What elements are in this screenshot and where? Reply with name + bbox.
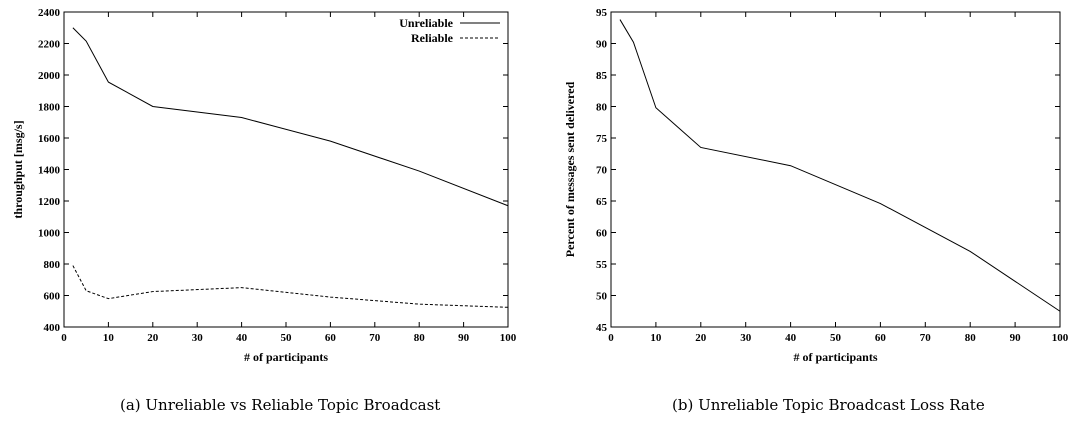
x-tick-label: 10 [103, 332, 115, 344]
legend-label: Reliable [411, 31, 454, 45]
y-tick-label: 70 [596, 165, 608, 177]
y-tick-label: 2200 [38, 39, 61, 51]
x-tick-label: 40 [236, 332, 248, 344]
x-tick-label: 90 [458, 332, 470, 344]
y-tick-label: 1000 [38, 228, 61, 240]
x-tick-label: 10 [650, 332, 662, 344]
y-tick-label: 75 [596, 133, 608, 145]
y-tick-label: 800 [44, 259, 61, 271]
x-tick-label: 50 [830, 332, 842, 344]
y-tick-label: 400 [44, 322, 61, 334]
y-tick-label: 1800 [38, 102, 61, 114]
x-tick-label: 50 [281, 332, 293, 344]
x-tick-label: 0 [61, 332, 67, 344]
plot-frame [63, 11, 509, 328]
x-tick-label: 30 [192, 332, 204, 344]
y-tick-label: 1200 [38, 196, 61, 208]
legend-label: Unreliable [399, 16, 453, 30]
x-tick-label: 60 [325, 332, 337, 344]
x-tick-label: 70 [920, 332, 932, 344]
y-tick-label: 2000 [38, 70, 61, 82]
x-tick-label: 100 [1052, 332, 1069, 344]
x-tick-label: 20 [695, 332, 707, 344]
y-tick-label: 60 [596, 228, 608, 240]
y-tick-label: 45 [596, 322, 608, 334]
x-tick-label: 80 [414, 332, 426, 344]
y-axis-label: throughput [msg/s] [11, 120, 25, 218]
x-axis-label: # of participants [244, 350, 328, 364]
y-tick-label: 95 [596, 7, 608, 19]
chart-loss-rate: 0 10 20 30 40 50 60 70 80 90 100 45 50 55 60 65 70 75 80 85… [563, 7, 1069, 364]
y-tick-label: 1400 [38, 165, 61, 177]
x-tick-label: 100 [500, 332, 517, 344]
series-line-0 [619, 19, 1061, 312]
caption-b: (b) Unreliable Topic Broadcast Loss Rate [672, 396, 985, 414]
x-tick-label: 60 [875, 332, 887, 344]
x-tick-label: 70 [369, 332, 381, 344]
x-tick-label: 40 [785, 332, 797, 344]
chart-throughput: 0 10 20 30 40 50 60 70 80 90 100 400 600 800 1000 1200 1… [11, 7, 517, 364]
y-tick-label: 2400 [38, 7, 61, 19]
y-tick-label: 85 [596, 70, 608, 82]
x-axis-label: # of participants [794, 350, 878, 364]
series-line-unreliable [72, 27, 509, 207]
caption-a: (a) Unreliable vs Reliable Topic Broadca… [120, 396, 441, 414]
y-tick-label: 1600 [38, 133, 61, 145]
x-tick-label: 80 [965, 332, 977, 344]
y-tick-label: 55 [596, 259, 608, 271]
plot-frame [610, 11, 1061, 328]
x-tick-label: 30 [740, 332, 752, 344]
series-line-reliable [72, 265, 509, 308]
y-tick-label: 80 [596, 102, 608, 114]
y-tick-label: 90 [596, 39, 608, 51]
x-tick-label: 90 [1010, 332, 1022, 344]
y-tick-label: 600 [44, 291, 61, 303]
x-tick-label: 0 [608, 332, 614, 344]
y-axis-label: Percent of messages sent delivered [563, 81, 577, 257]
x-tick-label: 20 [147, 332, 159, 344]
y-tick-label: 50 [596, 291, 608, 303]
y-tick-label: 65 [596, 196, 608, 208]
